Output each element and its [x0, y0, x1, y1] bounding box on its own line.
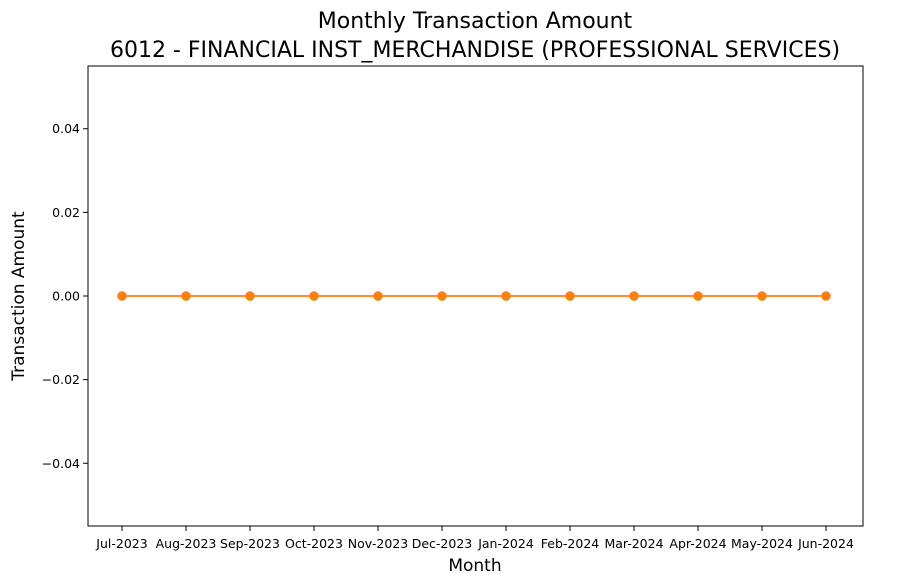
x-axis-label: Month [448, 556, 501, 576]
chart-title-line-1: Monthly Transaction Amount [318, 9, 633, 34]
x-tick-label: Dec-2023 [412, 536, 473, 551]
data-point [309, 291, 319, 301]
data-point [245, 291, 255, 301]
data-point [117, 291, 127, 301]
y-tick-label: 0.00 [52, 289, 80, 304]
x-tick-label: Feb-2024 [541, 536, 600, 551]
x-tick-label: May-2024 [731, 536, 793, 551]
x-axis: Jul-2023 Aug-2023 Sep-2023 Oct-2023 Nov-2023… [95, 526, 854, 551]
y-tick-label: 0.02 [52, 205, 80, 220]
series-layer [117, 291, 831, 301]
data-point [629, 291, 639, 301]
x-tick-label: Nov-2023 [348, 536, 408, 551]
y-axis-label: Transaction Amount [9, 211, 29, 382]
x-tick-label: Jul-2023 [95, 536, 147, 551]
data-point [757, 291, 767, 301]
x-tick-label: Apr-2024 [669, 536, 726, 551]
data-point [437, 291, 447, 301]
x-tick-label: Jun-2024 [797, 536, 854, 551]
y-tick-label: −0.02 [42, 372, 80, 387]
chart-title-line-2: 6012 - FINANCIAL INST_MERCHANDISE (PROFE… [110, 38, 840, 63]
x-tick-label: Sep-2023 [220, 536, 280, 551]
y-tick-label: 0.04 [52, 121, 80, 136]
y-axis: −0.04 −0.02 0.00 0.02 0.04 [42, 121, 88, 471]
data-point [373, 291, 383, 301]
data-point [821, 291, 831, 301]
x-tick-label: Aug-2023 [156, 536, 217, 551]
data-point [501, 291, 511, 301]
data-point [565, 291, 575, 301]
data-point [693, 291, 703, 301]
x-tick-label: Mar-2024 [604, 536, 663, 551]
y-tick-label: −0.04 [42, 456, 80, 471]
data-point [181, 291, 191, 301]
x-tick-label: Jan-2024 [477, 536, 534, 551]
x-tick-label: Oct-2023 [285, 536, 343, 551]
